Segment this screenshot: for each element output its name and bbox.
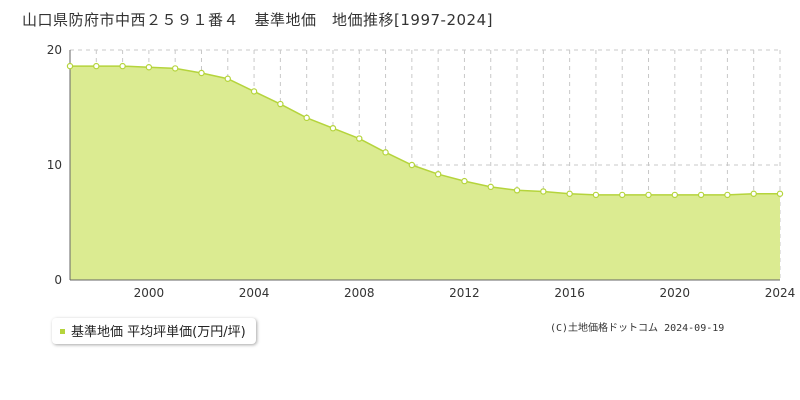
data-point-2021[interactable] xyxy=(697,191,705,199)
copyright-text: (C)土地価格ドットコム 2024-09-19 xyxy=(550,323,725,334)
data-point-2005[interactable] xyxy=(277,100,284,108)
y-tick-label: 0 xyxy=(54,273,62,287)
data-point-2003[interactable] xyxy=(224,75,231,82)
series-area xyxy=(70,66,780,280)
x-tick-label: 2000 xyxy=(134,286,165,300)
data-point-2023[interactable] xyxy=(750,190,757,197)
y-tick-label: 10 xyxy=(47,158,62,172)
data-point-2016[interactable] xyxy=(566,190,573,197)
x-tick-label: 2012 xyxy=(449,286,480,300)
data-point-2008[interactable] xyxy=(356,135,363,142)
x-tick-label: 2020 xyxy=(660,286,691,300)
series-line xyxy=(70,65,780,196)
legend-swatch xyxy=(60,329,65,334)
x-tick-label: 2004 xyxy=(239,286,270,300)
data-point-2010[interactable] xyxy=(408,161,416,169)
plot-area xyxy=(70,65,780,280)
data-points xyxy=(66,62,784,199)
data-point-2012[interactable] xyxy=(461,177,468,185)
data-point-2007[interactable] xyxy=(329,124,337,132)
x-tick-label: 2024 xyxy=(765,286,796,300)
data-point-2004[interactable] xyxy=(250,88,258,95)
axes xyxy=(69,50,780,281)
x-tick-label: 2016 xyxy=(554,286,585,300)
data-point-2017[interactable] xyxy=(592,191,600,199)
data-point-2001[interactable] xyxy=(171,65,179,72)
data-point-2015[interactable] xyxy=(540,188,547,195)
data-point-2019[interactable] xyxy=(645,191,652,199)
y-tick-label: 20 xyxy=(47,43,62,57)
data-point-1998[interactable] xyxy=(93,62,100,70)
data-point-2009[interactable] xyxy=(382,149,389,156)
data-point-2011[interactable] xyxy=(434,170,442,178)
data-point-2014[interactable] xyxy=(513,187,521,194)
legend-label: 基準地価 平均坪単価(万円/坪) xyxy=(71,325,246,340)
data-point-2018[interactable] xyxy=(619,191,626,199)
data-point-2020[interactable] xyxy=(671,191,679,199)
chart-title: 山口県防府市中西２５９１番４ 基準地価 地価推移[1997-2024] xyxy=(22,11,493,29)
legend[interactable]: 基準地価 平均坪単価(万円/坪) xyxy=(52,318,256,344)
data-point-1999[interactable] xyxy=(119,62,126,70)
data-point-2000[interactable] xyxy=(145,64,153,71)
data-point-2024[interactable] xyxy=(776,190,784,197)
x-tick-label: 2008 xyxy=(344,286,375,300)
data-point-2022[interactable] xyxy=(724,191,731,199)
data-point-2002[interactable] xyxy=(198,69,205,77)
tick-labels: 0 10 20 2000 2004 2008 2012 2016 2020 2024 xyxy=(47,43,796,300)
data-point-2013[interactable] xyxy=(487,183,494,191)
data-point-1997[interactable] xyxy=(66,62,74,70)
data-point-2006[interactable] xyxy=(303,114,310,122)
